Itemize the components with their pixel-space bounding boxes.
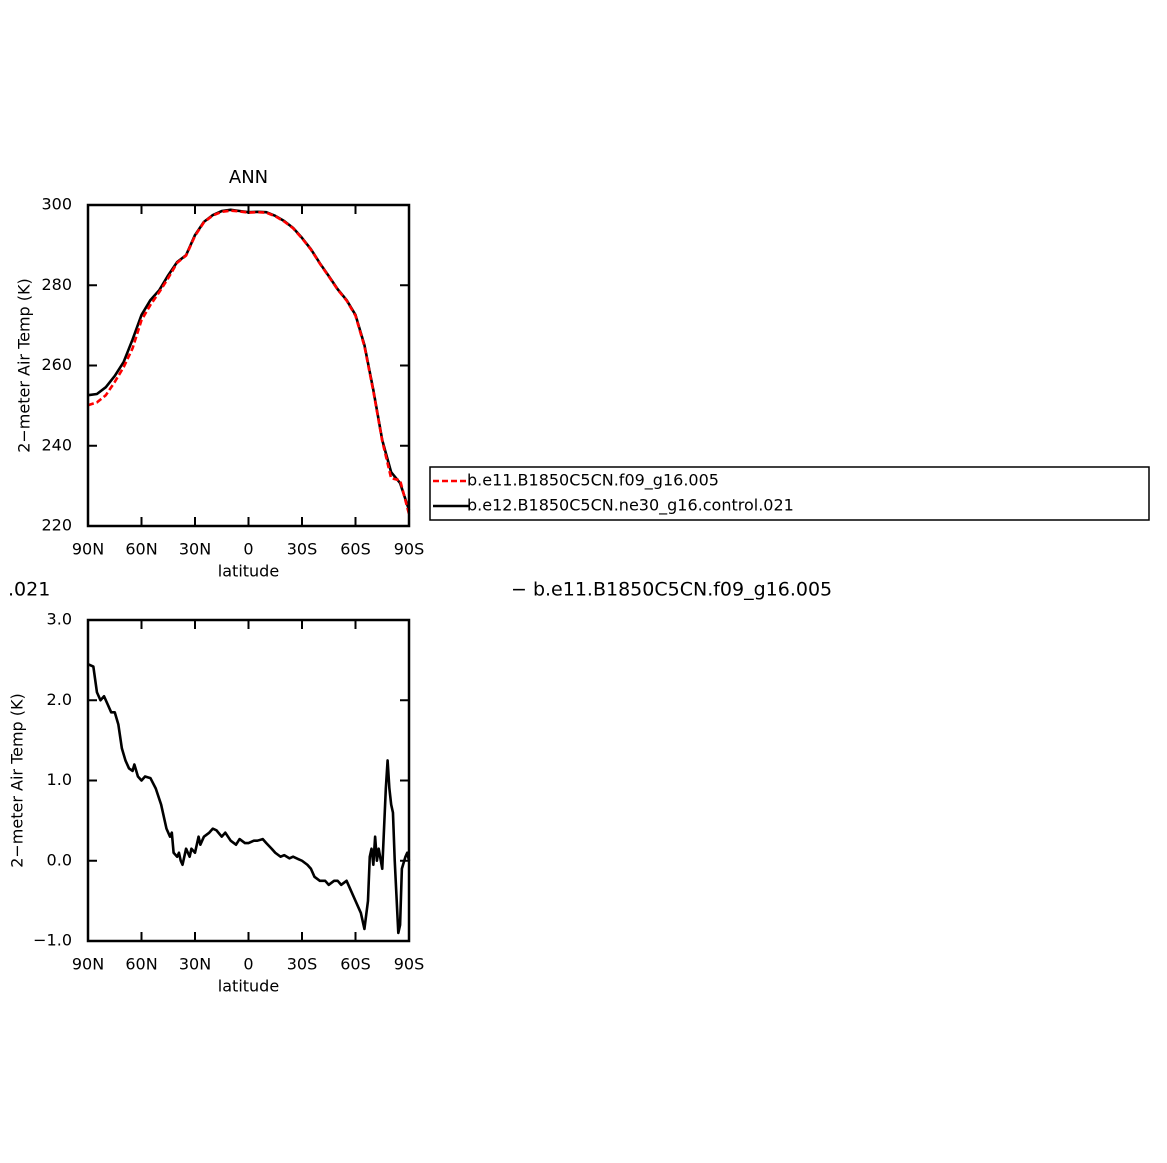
- x-tick-label: 0: [243, 955, 253, 974]
- annotation: .021: [8, 579, 50, 601]
- chart-title: ANN: [229, 167, 268, 188]
- y-tick-label: 2.0: [47, 690, 72, 709]
- y-tick-label: 280: [41, 275, 72, 294]
- x-tick-label: 30S: [287, 540, 318, 559]
- series-line: [87, 208, 411, 511]
- x-axis-label: latitude: [218, 562, 279, 581]
- x-tick-label: 60N: [125, 955, 157, 974]
- y-tick-label: 240: [41, 435, 72, 454]
- x-tick-label: 90S: [394, 540, 425, 559]
- y-axis-label: 2−meter Air Temp (K): [8, 693, 27, 868]
- series-line: [87, 209, 411, 515]
- y-tick-label: 300: [41, 195, 72, 214]
- legend-label: b.e11.B1850C5CN.f09_g16.005: [467, 471, 719, 491]
- x-tick-label: 30N: [179, 540, 211, 559]
- y-tick-label: 260: [41, 355, 72, 374]
- x-tick-label: 60S: [340, 955, 371, 974]
- legend-box: [429, 466, 1150, 521]
- y-tick-label: −1.0: [33, 931, 72, 950]
- plot-frame: [86, 618, 411, 943]
- legend-label: b.e12.B1850C5CN.ne30_g16.control.021: [467, 496, 794, 516]
- y-tick-label: 3.0: [47, 610, 72, 629]
- y-axis-label: 2−meter Air Temp (K): [15, 278, 34, 453]
- x-tick-label: 30S: [287, 955, 318, 974]
- plot-frame: [86, 203, 411, 528]
- x-tick-label: 90N: [72, 955, 104, 974]
- y-tick-label: 0.0: [47, 850, 72, 869]
- x-tick-label: 60N: [125, 540, 157, 559]
- x-tick-label: 90S: [394, 955, 425, 974]
- y-tick-label: 1.0: [47, 770, 72, 789]
- x-tick-label: 60S: [340, 540, 371, 559]
- y-tick-label: 220: [41, 516, 72, 535]
- x-axis-label: latitude: [218, 977, 279, 996]
- x-tick-label: 90N: [72, 540, 104, 559]
- annotation: − b.e11.B1850C5CN.f09_g16.005: [511, 579, 832, 601]
- series-line: [87, 662, 411, 935]
- x-tick-label: 30N: [179, 955, 211, 974]
- x-tick-label: 0: [243, 540, 253, 559]
